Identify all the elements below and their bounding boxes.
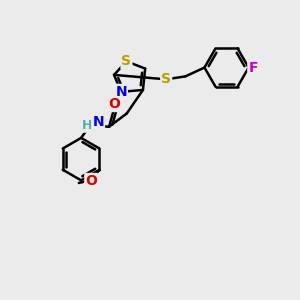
Text: N: N [115, 85, 127, 99]
Text: N: N [92, 115, 104, 129]
Text: H: H [82, 119, 92, 132]
Text: S: S [122, 54, 131, 68]
Text: O: O [85, 174, 97, 188]
Text: F: F [248, 61, 258, 75]
Text: S: S [161, 72, 171, 86]
Text: O: O [108, 97, 120, 111]
